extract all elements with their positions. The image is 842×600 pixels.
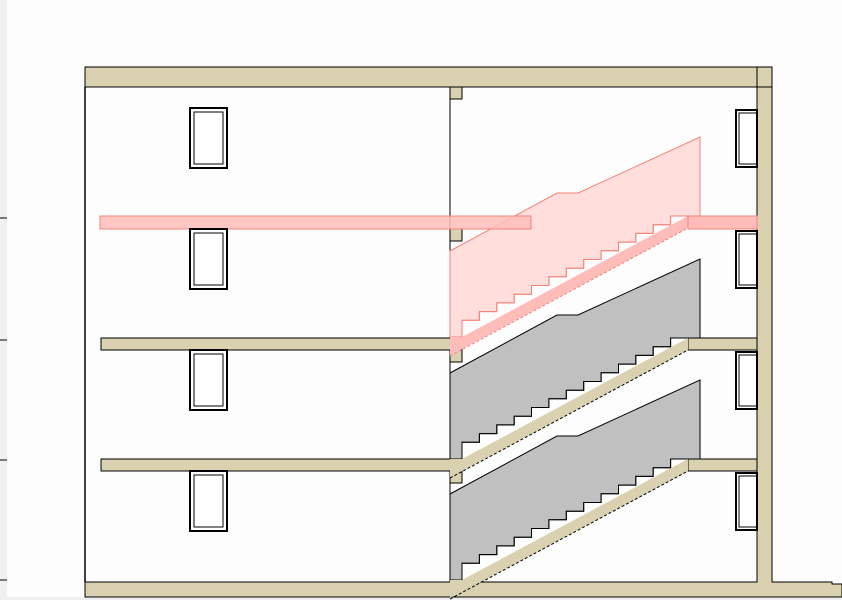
- stringer-underside: [449, 227, 689, 357]
- window: [189, 107, 228, 169]
- window: [189, 228, 228, 290]
- window-frame: [193, 474, 224, 528]
- floor-slab: [100, 458, 463, 484]
- window-frame: [193, 111, 224, 165]
- stair-steps: [450, 458, 688, 581]
- window: [189, 349, 228, 411]
- stair-stringer: [450, 216, 688, 355]
- stair-stringer: [450, 338, 688, 477]
- window-frame: [193, 232, 224, 286]
- staircase: [99, 136, 758, 600]
- window-frame: [738, 354, 758, 407]
- beam-stub: [449, 86, 463, 100]
- landing-slab: [687, 337, 758, 351]
- window-frame: [738, 112, 758, 165]
- roof-slab: [84, 66, 773, 88]
- level-ticks: [0, 217, 7, 581]
- window-frame: [738, 233, 758, 286]
- highlighted-floor-slab: [99, 215, 532, 230]
- landing-slab: [687, 458, 758, 472]
- window: [189, 470, 228, 532]
- stair-steps: [450, 337, 688, 460]
- windows: [189, 107, 758, 532]
- left-margin: [0, 0, 7, 600]
- highlighted-landing-slab: [687, 215, 758, 230]
- floor-slab: [100, 337, 463, 363]
- stringer-underside: [449, 470, 689, 600]
- beam-stub: [449, 228, 463, 242]
- right-wall-fill: [757, 88, 772, 582]
- bottom-margin: [0, 597, 842, 600]
- window-frame: [193, 353, 224, 407]
- stair-steps: [450, 215, 688, 338]
- stair-stringer: [450, 459, 688, 598]
- stringer-underside: [449, 349, 689, 479]
- window-frame: [738, 475, 758, 528]
